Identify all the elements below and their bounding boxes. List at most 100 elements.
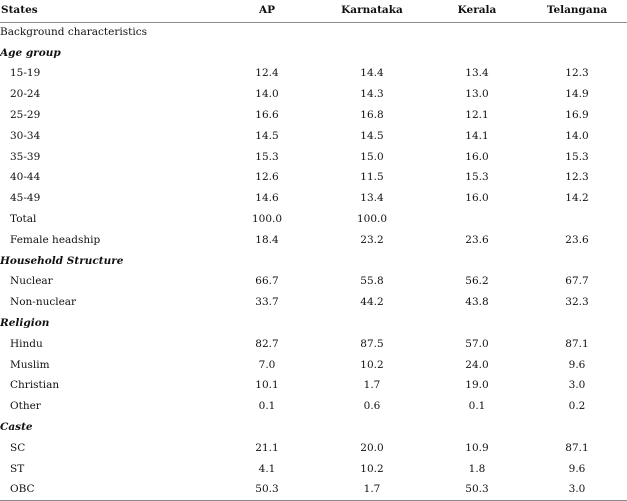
cell-kerala: 57.0	[465, 337, 489, 350]
table-row: ST 4.1 10.2 1.8 9.6	[0, 459, 627, 480]
cell-karnataka: 23.2	[360, 233, 384, 246]
header-states: States	[0, 0, 217, 23]
row-label: Hindu	[10, 337, 43, 350]
table-row: 35-39 15.3 15.0 16.0 15.3	[0, 147, 627, 168]
cell-ap: 21.1	[255, 441, 279, 454]
cell-kerala: 43.8	[465, 296, 489, 309]
section-label: Age group	[0, 46, 61, 59]
cell-kerala: 24.0	[465, 358, 489, 371]
cell-kerala: 15.3	[465, 171, 489, 184]
table-row: 15-19 12.4 14.4 13.4 12.3	[0, 64, 627, 85]
row-label: 45-49	[10, 192, 41, 205]
table-row: Nuclear 66.7 55.8 56.2 67.7	[0, 272, 627, 293]
cell-telangana	[527, 209, 627, 230]
cell-telangana: 9.6	[568, 462, 586, 475]
section-label: Household Structure	[0, 254, 124, 267]
cell-kerala: 13.4	[465, 67, 489, 80]
table-row: 45-49 14.6 13.4 16.0 14.2	[0, 188, 627, 209]
cell-kerala: 13.0	[465, 88, 489, 101]
cell-kerala	[427, 43, 527, 64]
subheader-row: Background characteristics	[0, 22, 627, 43]
cell-kerala	[427, 209, 527, 230]
cell-kerala: 23.6	[465, 233, 489, 246]
row-label: Female headship	[10, 233, 101, 246]
table-header: States AP Karnataka Kerala Telangana	[0, 0, 627, 23]
cell-karnataka: 0.6	[363, 400, 381, 413]
row-label: SC	[10, 441, 26, 454]
cell-kerala: 1.8	[468, 462, 486, 475]
cell-telangana: 0.2	[568, 400, 586, 413]
row-label: OBC	[0, 479, 217, 501]
cell-karnataka: 1.7	[363, 379, 381, 392]
header-karnataka: Karnataka	[317, 0, 427, 23]
cell-telangana	[527, 417, 627, 438]
cell-telangana	[527, 251, 627, 272]
cell-karnataka	[317, 251, 427, 272]
cell-ap	[217, 417, 317, 438]
table-row: 30-34 14.5 14.5 14.1 14.0	[0, 126, 627, 147]
cell-telangana: 3.0	[527, 479, 627, 501]
cell-karnataka: 87.5	[360, 337, 384, 350]
header-row: States AP Karnataka Kerala Telangana	[0, 0, 627, 23]
cell-ap: 50.3	[217, 479, 317, 501]
section-header-row: Age group	[0, 43, 627, 64]
table-row: Muslim 7.0 10.2 24.0 9.6	[0, 355, 627, 376]
cell-ap: 15.3	[255, 150, 279, 163]
cell-karnataka: 10.2	[360, 358, 384, 371]
cell-telangana: 16.9	[565, 109, 589, 122]
table-row: SC 21.1 20.0 10.9 87.1	[0, 438, 627, 459]
cell-ap: 14.0	[255, 88, 279, 101]
cell-telangana: 12.3	[565, 67, 589, 80]
cell-telangana: 15.3	[565, 150, 589, 163]
cell-karnataka: 100.0	[356, 213, 388, 226]
cell-telangana	[527, 22, 627, 43]
cell-karnataka: 44.2	[360, 296, 384, 309]
cell-telangana: 67.7	[565, 275, 589, 288]
cell-telangana: 12.3	[565, 171, 589, 184]
cell-ap: 12.4	[255, 67, 279, 80]
cell-telangana: 9.6	[568, 358, 586, 371]
section-header-row: Religion	[0, 313, 627, 334]
row-label: Muslim	[10, 358, 50, 371]
cell-kerala	[427, 251, 527, 272]
cell-karnataka: 13.4	[360, 192, 384, 205]
cell-telangana: 14.9	[565, 88, 589, 101]
header-telangana: Telangana	[527, 0, 627, 23]
table-row: Female headship 18.4 23.2 23.6 23.6	[0, 230, 627, 251]
table-row: Other 0.1 0.6 0.1 0.2	[0, 396, 627, 417]
cell-kerala	[427, 313, 527, 334]
cell-kerala: 14.1	[465, 129, 489, 142]
cell-ap	[217, 251, 317, 272]
row-label: Non-nuclear	[10, 296, 77, 309]
section-header-row: Household Structure	[0, 251, 627, 272]
table-row: OBC 50.3 1.7 50.3 3.0	[0, 479, 627, 501]
cell-karnataka: 16.8	[360, 109, 384, 122]
table-row: 20-24 14.0 14.3 13.0 14.9	[0, 84, 627, 105]
cell-ap: 16.6	[255, 109, 279, 122]
cell-ap: 7.0	[258, 358, 276, 371]
cell-kerala: 16.0	[465, 150, 489, 163]
row-label: 25-29	[10, 109, 41, 122]
table-body: Background characteristics Age group 15-19…	[0, 22, 627, 501]
cell-telangana: 32.3	[565, 296, 589, 309]
cell-kerala: 19.0	[465, 379, 489, 392]
cell-telangana: 87.1	[565, 337, 589, 350]
cell-karnataka: 14.5	[360, 129, 384, 142]
row-label: 40-44	[10, 171, 41, 184]
section-label: Caste	[0, 421, 33, 434]
cell-ap: 33.7	[255, 296, 279, 309]
cell-karnataka	[317, 313, 427, 334]
row-label: 20-24	[10, 88, 41, 101]
header-kerala: Kerala	[427, 0, 527, 23]
table-row: Hindu 82.7 87.5 57.0 87.1	[0, 334, 627, 355]
cell-ap: 100.0	[251, 213, 283, 226]
cell-karnataka	[317, 417, 427, 438]
cell-telangana	[527, 43, 627, 64]
cell-kerala: 50.3	[427, 479, 527, 501]
cell-ap	[217, 43, 317, 64]
cell-ap: 0.1	[258, 400, 276, 413]
cell-kerala	[427, 417, 527, 438]
row-label: 30-34	[10, 129, 41, 142]
cell-karnataka: 14.3	[360, 88, 384, 101]
